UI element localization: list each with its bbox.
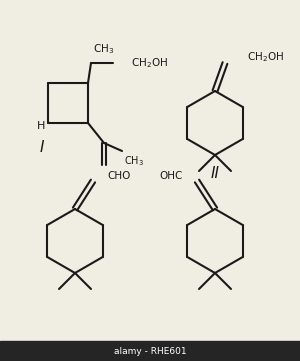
Text: CH$_3$: CH$_3$ — [124, 154, 144, 168]
Text: CHO: CHO — [107, 171, 130, 181]
Text: CH$_2$OH: CH$_2$OH — [247, 50, 284, 64]
Text: alamy - RHE601: alamy - RHE601 — [114, 347, 186, 356]
Text: I: I — [40, 140, 44, 156]
Text: CH$_2$OH: CH$_2$OH — [131, 56, 168, 70]
Text: H: H — [37, 121, 45, 131]
Bar — [0, 341, 300, 361]
Text: II: II — [211, 165, 220, 180]
Text: CH$_3$: CH$_3$ — [93, 42, 114, 56]
Text: OHC: OHC — [160, 171, 183, 181]
